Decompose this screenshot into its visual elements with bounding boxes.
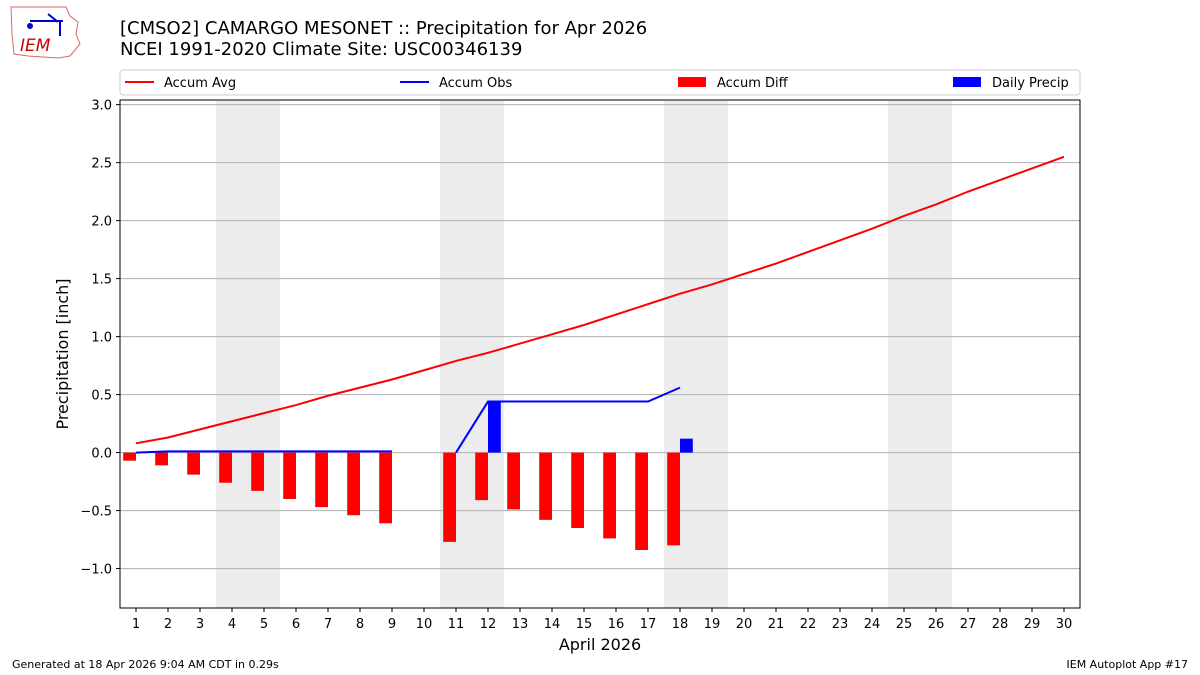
- legend-label: Accum Obs: [439, 76, 512, 91]
- y-tick-label: 3.0: [91, 99, 112, 114]
- x-axis-label: April 2026: [559, 635, 641, 654]
- x-tick-label: 21: [768, 617, 785, 632]
- x-tick-label: 12: [480, 617, 497, 632]
- x-tick-label: 3: [196, 617, 204, 632]
- x-tick-label: 6: [292, 617, 300, 632]
- weekend-band: [216, 100, 280, 608]
- y-tick-label: 1.0: [91, 331, 112, 346]
- accum-diff-bar: [443, 452, 456, 542]
- x-tick-label: 9: [388, 617, 396, 632]
- accum-diff-bar: [123, 452, 136, 461]
- x-tick-label: 19: [704, 617, 721, 632]
- accum-diff-bar: [187, 452, 200, 475]
- y-tick-label: −0.5: [80, 505, 112, 520]
- legend-swatch: [953, 77, 981, 87]
- x-tick-label: 27: [960, 617, 977, 632]
- accum-diff-bar: [379, 452, 392, 524]
- weekend-band: [888, 100, 952, 608]
- plot-frame: [119, 99, 1081, 609]
- x-tick-label: 2: [164, 617, 172, 632]
- legend-label: Daily Precip: [992, 76, 1069, 91]
- accum-obs-line: [135, 450, 392, 454]
- x-tick-label: 13: [512, 617, 529, 632]
- iem-logo: IEM: [10, 6, 81, 59]
- y-tick-label: 2.0: [91, 215, 112, 230]
- x-tick-label: 28: [992, 617, 1009, 632]
- x-tick-label: 18: [672, 617, 689, 632]
- daily-precip-bar: [488, 401, 501, 453]
- x-tick-label: 26: [928, 617, 945, 632]
- accum-diff-bar: [315, 452, 328, 508]
- y-tick-label: 2.5: [91, 157, 112, 172]
- x-tick-label: 8: [356, 617, 364, 632]
- accum-diff-bar: [507, 452, 520, 510]
- legend-label: Accum Avg: [164, 76, 236, 91]
- accum-obs-line: [455, 386, 681, 454]
- x-tick-label: 23: [832, 617, 849, 632]
- x-tick-label: 17: [640, 617, 657, 632]
- accum-diff-bar: [667, 452, 680, 546]
- accum-diff-bar: [603, 452, 616, 539]
- chart-subtitle: NCEI 1991-2020 Climate Site: USC00346139: [120, 39, 523, 60]
- y-tick-label: 1.5: [91, 273, 112, 288]
- y-tick-label: 0.5: [91, 389, 112, 404]
- y-tick-label: 0.0: [91, 447, 112, 462]
- accum-diff-bar: [539, 452, 552, 520]
- x-tick-label: 5: [260, 617, 268, 632]
- legend: [119, 69, 1081, 96]
- x-tick-label: 11: [448, 617, 465, 632]
- x-tick-label: 10: [416, 617, 433, 632]
- x-tick-label: 29: [1024, 617, 1041, 632]
- accum-diff-bar: [347, 452, 360, 516]
- x-tick-label: 7: [324, 617, 332, 632]
- accum-diff-bar: [283, 452, 296, 499]
- generated-note: Generated at 18 Apr 2026 9:04 AM CDT in …: [12, 658, 279, 671]
- accum-diff-bar: [571, 452, 584, 528]
- accum-diff-bar: [155, 452, 168, 466]
- x-tick-label: 22: [800, 617, 817, 632]
- x-tick-label: 14: [544, 617, 561, 632]
- app-note: IEM Autoplot App #17: [1066, 658, 1189, 671]
- x-tick-label: 24: [864, 617, 881, 632]
- x-tick-label: 4: [228, 617, 236, 632]
- x-tick-label: 1: [132, 617, 140, 632]
- legend-label: Accum Diff: [717, 76, 789, 91]
- accum-diff-bar: [635, 452, 648, 551]
- y-axis-label: Precipitation [inch]: [53, 278, 72, 429]
- x-tick-label: 15: [576, 617, 593, 632]
- chart-title: [CMSO2] CAMARGO MESONET :: Precipitation…: [120, 18, 648, 39]
- accum-diff-bar: [219, 452, 232, 483]
- legend-swatch: [678, 77, 706, 87]
- daily-precip-bar: [680, 438, 693, 453]
- y-tick-label: −1.0: [80, 563, 112, 578]
- accum-diff-bar: [251, 452, 264, 491]
- accum-avg-line: [135, 155, 1065, 445]
- svg-text:IEM: IEM: [20, 36, 51, 56]
- x-tick-label: 20: [736, 617, 753, 632]
- x-tick-label: 25: [896, 617, 913, 632]
- x-tick-label: 16: [608, 617, 625, 632]
- x-tick-label: 30: [1056, 617, 1073, 632]
- accum-diff-bar: [475, 452, 488, 501]
